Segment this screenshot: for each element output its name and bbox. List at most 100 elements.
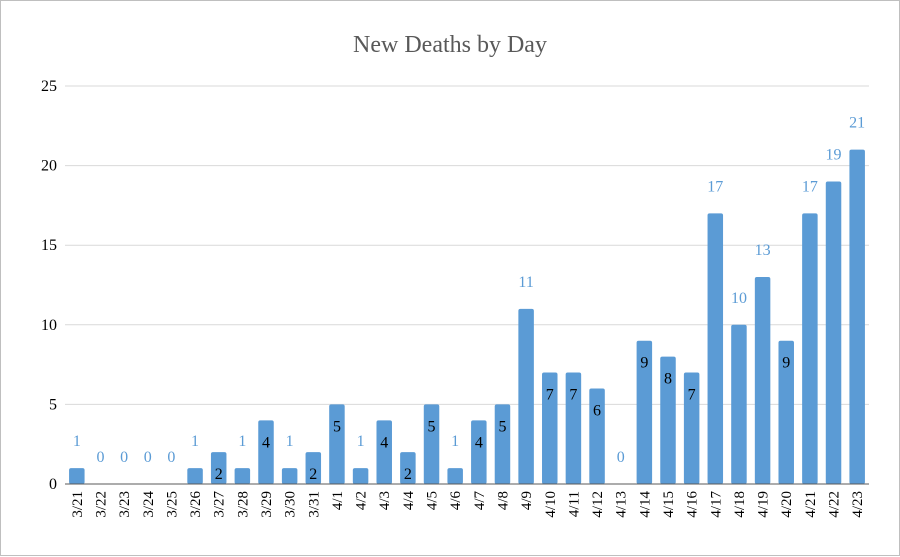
data-label: 17	[707, 178, 723, 195]
bar	[683, 372, 700, 484]
x-tick-label: 3/28	[235, 491, 251, 518]
x-tick-label: 4/18	[732, 491, 748, 518]
x-tick-label: 4/12	[590, 491, 606, 518]
data-label: 9	[782, 355, 790, 372]
data-label: 7	[569, 387, 577, 404]
x-tick-label: 4/19	[756, 491, 772, 518]
bar	[400, 452, 416, 484]
y-axis-ticks: 0 5 10 15 20 25	[41, 78, 57, 493]
bar	[589, 388, 605, 484]
data-label: 5	[498, 418, 506, 435]
x-tick-label: 4/21	[803, 491, 819, 518]
bar	[494, 404, 511, 484]
x-tick-label: 4/16	[685, 491, 701, 518]
bar	[281, 468, 298, 484]
x-tick-label: 3/25	[164, 491, 180, 518]
data-label: 4	[475, 434, 483, 451]
bar	[802, 213, 818, 485]
bar	[69, 468, 85, 484]
x-tick-label: 4/2	[354, 491, 370, 510]
bar	[565, 372, 582, 484]
data-label: 6	[593, 402, 601, 419]
bar	[542, 372, 558, 484]
y-tick-label: 10	[41, 317, 57, 334]
bar	[825, 181, 842, 484]
data-label: 4	[380, 434, 388, 451]
data-label: 5	[333, 418, 341, 435]
bar	[329, 404, 345, 484]
bar	[471, 420, 487, 484]
data-label: 2	[309, 466, 317, 483]
data-label: 13	[755, 242, 771, 259]
x-tick-label: 3/29	[259, 491, 275, 518]
data-label: 7	[546, 387, 554, 404]
x-tick-label: 4/13	[614, 491, 630, 518]
bar	[352, 468, 369, 484]
data-label: 21	[849, 115, 865, 132]
x-tick-label: 3/23	[117, 491, 133, 518]
bar	[778, 340, 794, 484]
data-label: 8	[664, 371, 672, 388]
data-label: 19	[826, 147, 842, 164]
data-label: 17	[802, 178, 818, 195]
x-tick-label: 4/5	[425, 491, 441, 510]
bar	[849, 149, 865, 484]
data-label: 0	[120, 449, 128, 466]
x-tick-label: 3/26	[188, 491, 204, 518]
data-label: 2	[404, 466, 412, 483]
bar	[234, 468, 251, 484]
data-label: 2	[215, 466, 223, 483]
x-tick-label: 4/7	[472, 491, 488, 511]
bar	[660, 356, 676, 484]
x-tick-label: 4/20	[779, 491, 795, 518]
bar	[210, 452, 227, 484]
data-label: 0	[617, 449, 625, 466]
x-tick-label: 4/1	[330, 491, 346, 510]
bar	[258, 420, 274, 484]
data-label: 1	[73, 433, 81, 450]
data-label: 1	[238, 433, 246, 450]
x-tick-label: 3/31	[306, 491, 322, 518]
y-tick-label: 20	[41, 158, 57, 175]
data-label: 1	[357, 433, 365, 450]
x-tick-label: 4/4	[401, 491, 417, 511]
data-label: 9	[640, 355, 648, 372]
data-label: 1	[286, 433, 294, 450]
x-tick-label: 3/27	[212, 491, 228, 518]
data-label: 1	[451, 433, 459, 450]
chart-title: New Deaths by Day	[353, 32, 547, 58]
data-label: 0	[96, 449, 104, 466]
x-tick-label: 3/21	[70, 491, 86, 518]
x-tick-label: 4/9	[519, 491, 535, 510]
data-label: 7	[688, 387, 696, 404]
x-tick-label: 4/8	[495, 491, 511, 510]
x-tick-label: 3/30	[283, 491, 299, 518]
bar	[518, 308, 534, 484]
y-tick-label: 15	[41, 237, 57, 254]
data-label: 0	[144, 449, 152, 466]
x-tick-label: 4/23	[850, 491, 866, 518]
bar	[754, 277, 771, 484]
bar	[376, 420, 392, 484]
y-tick-label: 5	[49, 396, 57, 413]
bar	[423, 404, 440, 484]
data-label: 5	[428, 418, 436, 435]
data-label: 10	[731, 290, 747, 307]
x-tick-label: 4/11	[566, 491, 582, 517]
x-tick-label: 4/10	[543, 491, 559, 518]
y-tick-label: 25	[41, 78, 57, 95]
x-tick-label: 3/24	[141, 491, 157, 518]
data-label: 4	[262, 434, 270, 451]
data-label: 0	[167, 449, 175, 466]
bar	[305, 452, 322, 484]
bar	[707, 213, 724, 485]
x-tick-label: 4/6	[448, 491, 464, 511]
y-tick-label: 0	[49, 476, 57, 493]
bar	[731, 324, 747, 484]
x-tick-label: 3/22	[93, 491, 109, 518]
x-tick-label: 4/15	[661, 491, 677, 518]
bar	[187, 468, 203, 484]
bar	[636, 340, 653, 484]
